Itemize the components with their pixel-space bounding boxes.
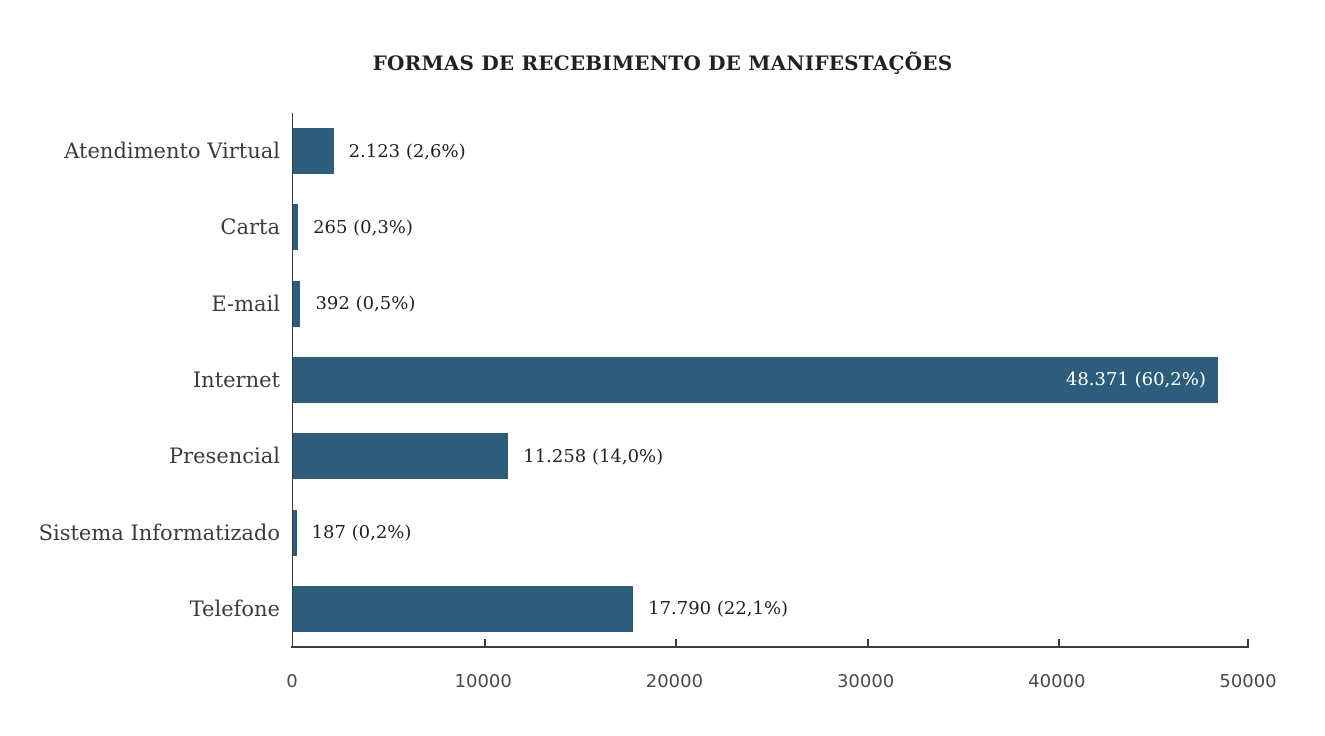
category-label-atendimento-virtual: Atendimento Virtual [64, 139, 280, 164]
x-tick-label: 0 [286, 671, 298, 692]
value-label-internet: 48.371 (60,2%) [1065, 369, 1206, 391]
x-tick-label: 50000 [1219, 671, 1277, 692]
value-label-telefone: 17.790 (22,1%) [648, 598, 789, 620]
x-tick-mark [866, 639, 869, 647]
bar-row-presencial: 11.258 (14,0%) [293, 418, 1249, 494]
bar-internet[interactable]: 48.371 (60,2%) [293, 356, 1218, 403]
x-tick-label: 30000 [836, 671, 895, 692]
value-label-e-mail: 392 (0,5%) [315, 293, 416, 315]
x-tick-mark [1057, 639, 1060, 647]
bar-atendimento-virtual[interactable] [293, 128, 334, 175]
bar-row-sistema-informatizado: 187 (0,2%) [293, 494, 1249, 570]
value-label-presencial: 11.258 (14,0%) [523, 445, 664, 467]
category-label-presencial: Presencial [168, 444, 280, 469]
category-label-sistema-informatizado: Sistema Informatizado [38, 520, 280, 545]
bar-telefone[interactable] [293, 585, 634, 632]
bar-sistema-informatizado[interactable] [293, 509, 297, 556]
bar-row-carta: 265 (0,3%) [293, 189, 1249, 265]
category-label-telefone: Telefone [189, 596, 280, 621]
category-labels: Atendimento Virtual Carta E-mail Internet Pr… [0, 113, 280, 647]
x-tick-label: 10000 [454, 671, 512, 692]
x-tick-mark [1247, 639, 1249, 647]
category-label-internet: Internet [192, 367, 280, 392]
plot-area: 2.123 (2,6%) 265 (0,3%) 392 (0,5%) 48.371 (… [292, 113, 1249, 647]
x-axis-line [291, 646, 1249, 648]
value-label-atendimento-virtual: 2.123 (2,6%) [348, 140, 466, 162]
bar-e-mail[interactable] [293, 280, 301, 327]
category-label-e-mail: E-mail [211, 291, 280, 316]
x-tick-mark [675, 639, 678, 647]
x-axis: 0 10000 20000 30000 40000 50000 [286, 647, 1276, 707]
chart-title: FORMAS DE RECEBIMENTO DE MANIFESTAÇÕES [372, 51, 953, 75]
x-tick-label: 20000 [645, 671, 704, 692]
bar-presencial[interactable] [293, 433, 509, 480]
x-tick-label: 40000 [1028, 671, 1086, 692]
bar-carta[interactable] [293, 204, 299, 251]
x-tick-mark [484, 639, 487, 647]
bar-row-internet: 48.371 (60,2%) [293, 342, 1249, 418]
bar-row-e-mail: 392 (0,5%) [293, 266, 1249, 342]
category-label-carta: Carta [220, 215, 280, 240]
bar-row-atendimento-virtual: 2.123 (2,6%) [293, 113, 1249, 189]
bar-row-telefone: 17.790 (22,1%) [293, 571, 1249, 647]
value-label-carta: 265 (0,3%) [313, 216, 413, 238]
value-label-sistema-informatizado: 187 (0,2%) [311, 522, 412, 544]
